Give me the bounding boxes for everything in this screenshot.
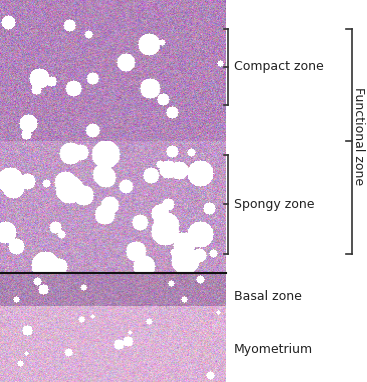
- Text: Compact zone: Compact zone: [234, 60, 324, 73]
- Text: Functional zone: Functional zone: [352, 87, 366, 185]
- Text: Basal zone: Basal zone: [234, 290, 302, 303]
- Text: Spongy zone: Spongy zone: [234, 198, 315, 211]
- Text: Myometrium: Myometrium: [234, 343, 313, 356]
